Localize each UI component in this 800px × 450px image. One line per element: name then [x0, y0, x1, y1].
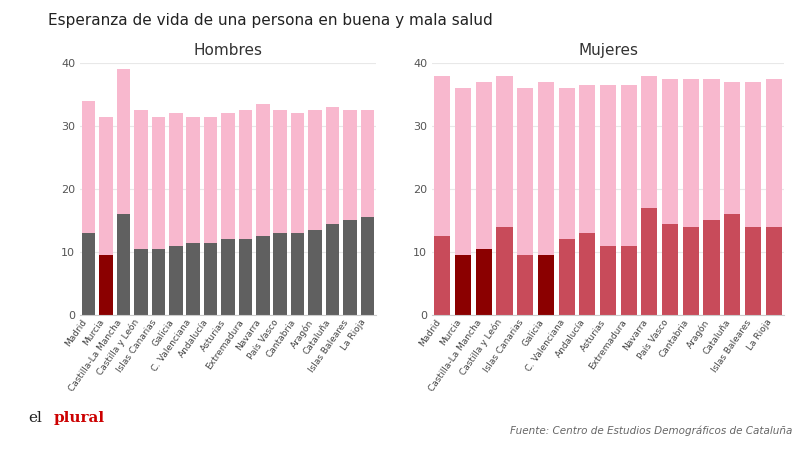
Bar	[579, 233, 595, 315]
Bar	[496, 76, 513, 227]
Text: plural: plural	[54, 411, 105, 425]
Bar	[151, 249, 165, 315]
Bar	[222, 113, 234, 239]
Bar	[134, 249, 148, 315]
Bar	[579, 85, 595, 233]
Bar	[222, 239, 234, 315]
Bar	[621, 246, 637, 315]
Bar	[724, 82, 740, 214]
Text: Fuente: Centro de Estudios Demográficos de Cataluña: Fuente: Centro de Estudios Demográficos …	[510, 426, 792, 436]
Bar	[476, 82, 492, 249]
Bar	[682, 79, 699, 227]
Bar	[186, 243, 200, 315]
Bar	[308, 230, 322, 315]
Bar	[238, 239, 252, 315]
Bar	[766, 227, 782, 315]
Bar	[538, 255, 554, 315]
Bar	[703, 79, 720, 220]
Bar	[256, 104, 270, 236]
Bar	[662, 79, 678, 224]
Bar	[274, 110, 287, 233]
Bar	[455, 88, 471, 255]
Bar	[476, 249, 492, 315]
Bar	[326, 107, 339, 224]
Bar	[517, 88, 534, 255]
Text: Esperanza de vida de una persona en buena y mala salud: Esperanza de vida de una persona en buen…	[48, 14, 493, 28]
Bar	[621, 85, 637, 246]
Bar	[204, 243, 218, 315]
Bar	[343, 220, 357, 315]
Bar	[99, 255, 113, 315]
Bar	[326, 224, 339, 315]
Bar	[169, 113, 182, 246]
Bar	[256, 236, 270, 315]
Bar	[186, 117, 200, 243]
Bar	[600, 246, 616, 315]
Text: el: el	[28, 411, 42, 425]
Bar	[151, 117, 165, 249]
Bar	[308, 110, 322, 230]
Bar	[99, 117, 113, 255]
Bar	[291, 233, 305, 315]
Bar	[134, 110, 148, 249]
Bar	[117, 214, 130, 315]
Bar	[703, 220, 720, 315]
Bar	[117, 69, 130, 214]
Bar	[766, 79, 782, 227]
Bar	[600, 85, 616, 246]
Bar	[343, 110, 357, 220]
Bar	[745, 82, 761, 227]
Bar	[642, 76, 658, 208]
Bar	[434, 236, 450, 315]
Bar	[517, 255, 534, 315]
Bar	[291, 113, 305, 233]
Bar	[238, 110, 252, 239]
Bar	[745, 227, 761, 315]
Title: Hombres: Hombres	[194, 43, 262, 58]
Bar	[538, 82, 554, 255]
Bar	[434, 76, 450, 236]
Bar	[274, 233, 287, 315]
Bar	[662, 224, 678, 315]
Bar	[455, 255, 471, 315]
Bar	[558, 88, 574, 239]
Title: Mujeres: Mujeres	[578, 43, 638, 58]
Bar	[169, 246, 182, 315]
Bar	[82, 101, 95, 233]
Bar	[724, 214, 740, 315]
Bar	[361, 110, 374, 217]
Bar	[558, 239, 574, 315]
Bar	[642, 208, 658, 315]
Bar	[496, 227, 513, 315]
Bar	[682, 227, 699, 315]
Bar	[82, 233, 95, 315]
Bar	[361, 217, 374, 315]
Bar	[204, 117, 218, 243]
